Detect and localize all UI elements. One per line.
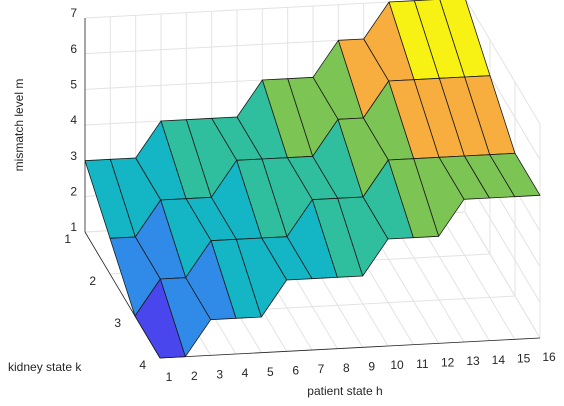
y-axis-label: kidney state k <box>8 360 82 374</box>
z-tick-label: 7 <box>70 6 77 20</box>
x-tick-label: 3 <box>216 368 223 382</box>
y-tick-label: 2 <box>89 274 96 288</box>
x-tick-label: 13 <box>466 354 480 368</box>
x-tick-label: 15 <box>517 352 531 366</box>
y-tick-label: 1 <box>64 232 71 246</box>
x-tick-label: 14 <box>492 353 506 367</box>
z-tick-label: 2 <box>70 185 77 199</box>
z-tick-label: 4 <box>70 113 77 127</box>
x-tick-label: 5 <box>267 365 274 379</box>
x-tick-label: 8 <box>343 361 350 375</box>
surface-face <box>134 278 186 359</box>
grid-line <box>439 213 516 340</box>
z-tick-label: 1 <box>70 220 77 234</box>
y-tick-label: 4 <box>139 358 146 372</box>
grid-line <box>464 211 541 339</box>
axis-line <box>159 337 541 359</box>
x-axis-label: patient state h <box>307 384 382 398</box>
x-tick-label: 11 <box>416 357 429 371</box>
x-tick-label: 4 <box>242 366 249 380</box>
z-tick-label: 6 <box>70 42 77 56</box>
x-tick-label: 16 <box>542 350 556 364</box>
y-tick-label: 3 <box>114 316 121 330</box>
x-tick-label: 12 <box>441 356 455 370</box>
x-tick-label: 1 <box>166 370 173 384</box>
grid-line <box>465 0 541 125</box>
z-tick-label: 5 <box>70 78 77 92</box>
z-tick-label: 3 <box>70 149 77 163</box>
z-axis-label: mismatch level m <box>12 79 26 172</box>
x-tick-label: 10 <box>390 358 404 372</box>
x-tick-label: 6 <box>292 364 299 378</box>
x-tick-label: 2 <box>191 369 198 383</box>
x-tick-label: 9 <box>368 360 375 374</box>
x-tick-label: 7 <box>318 362 325 376</box>
